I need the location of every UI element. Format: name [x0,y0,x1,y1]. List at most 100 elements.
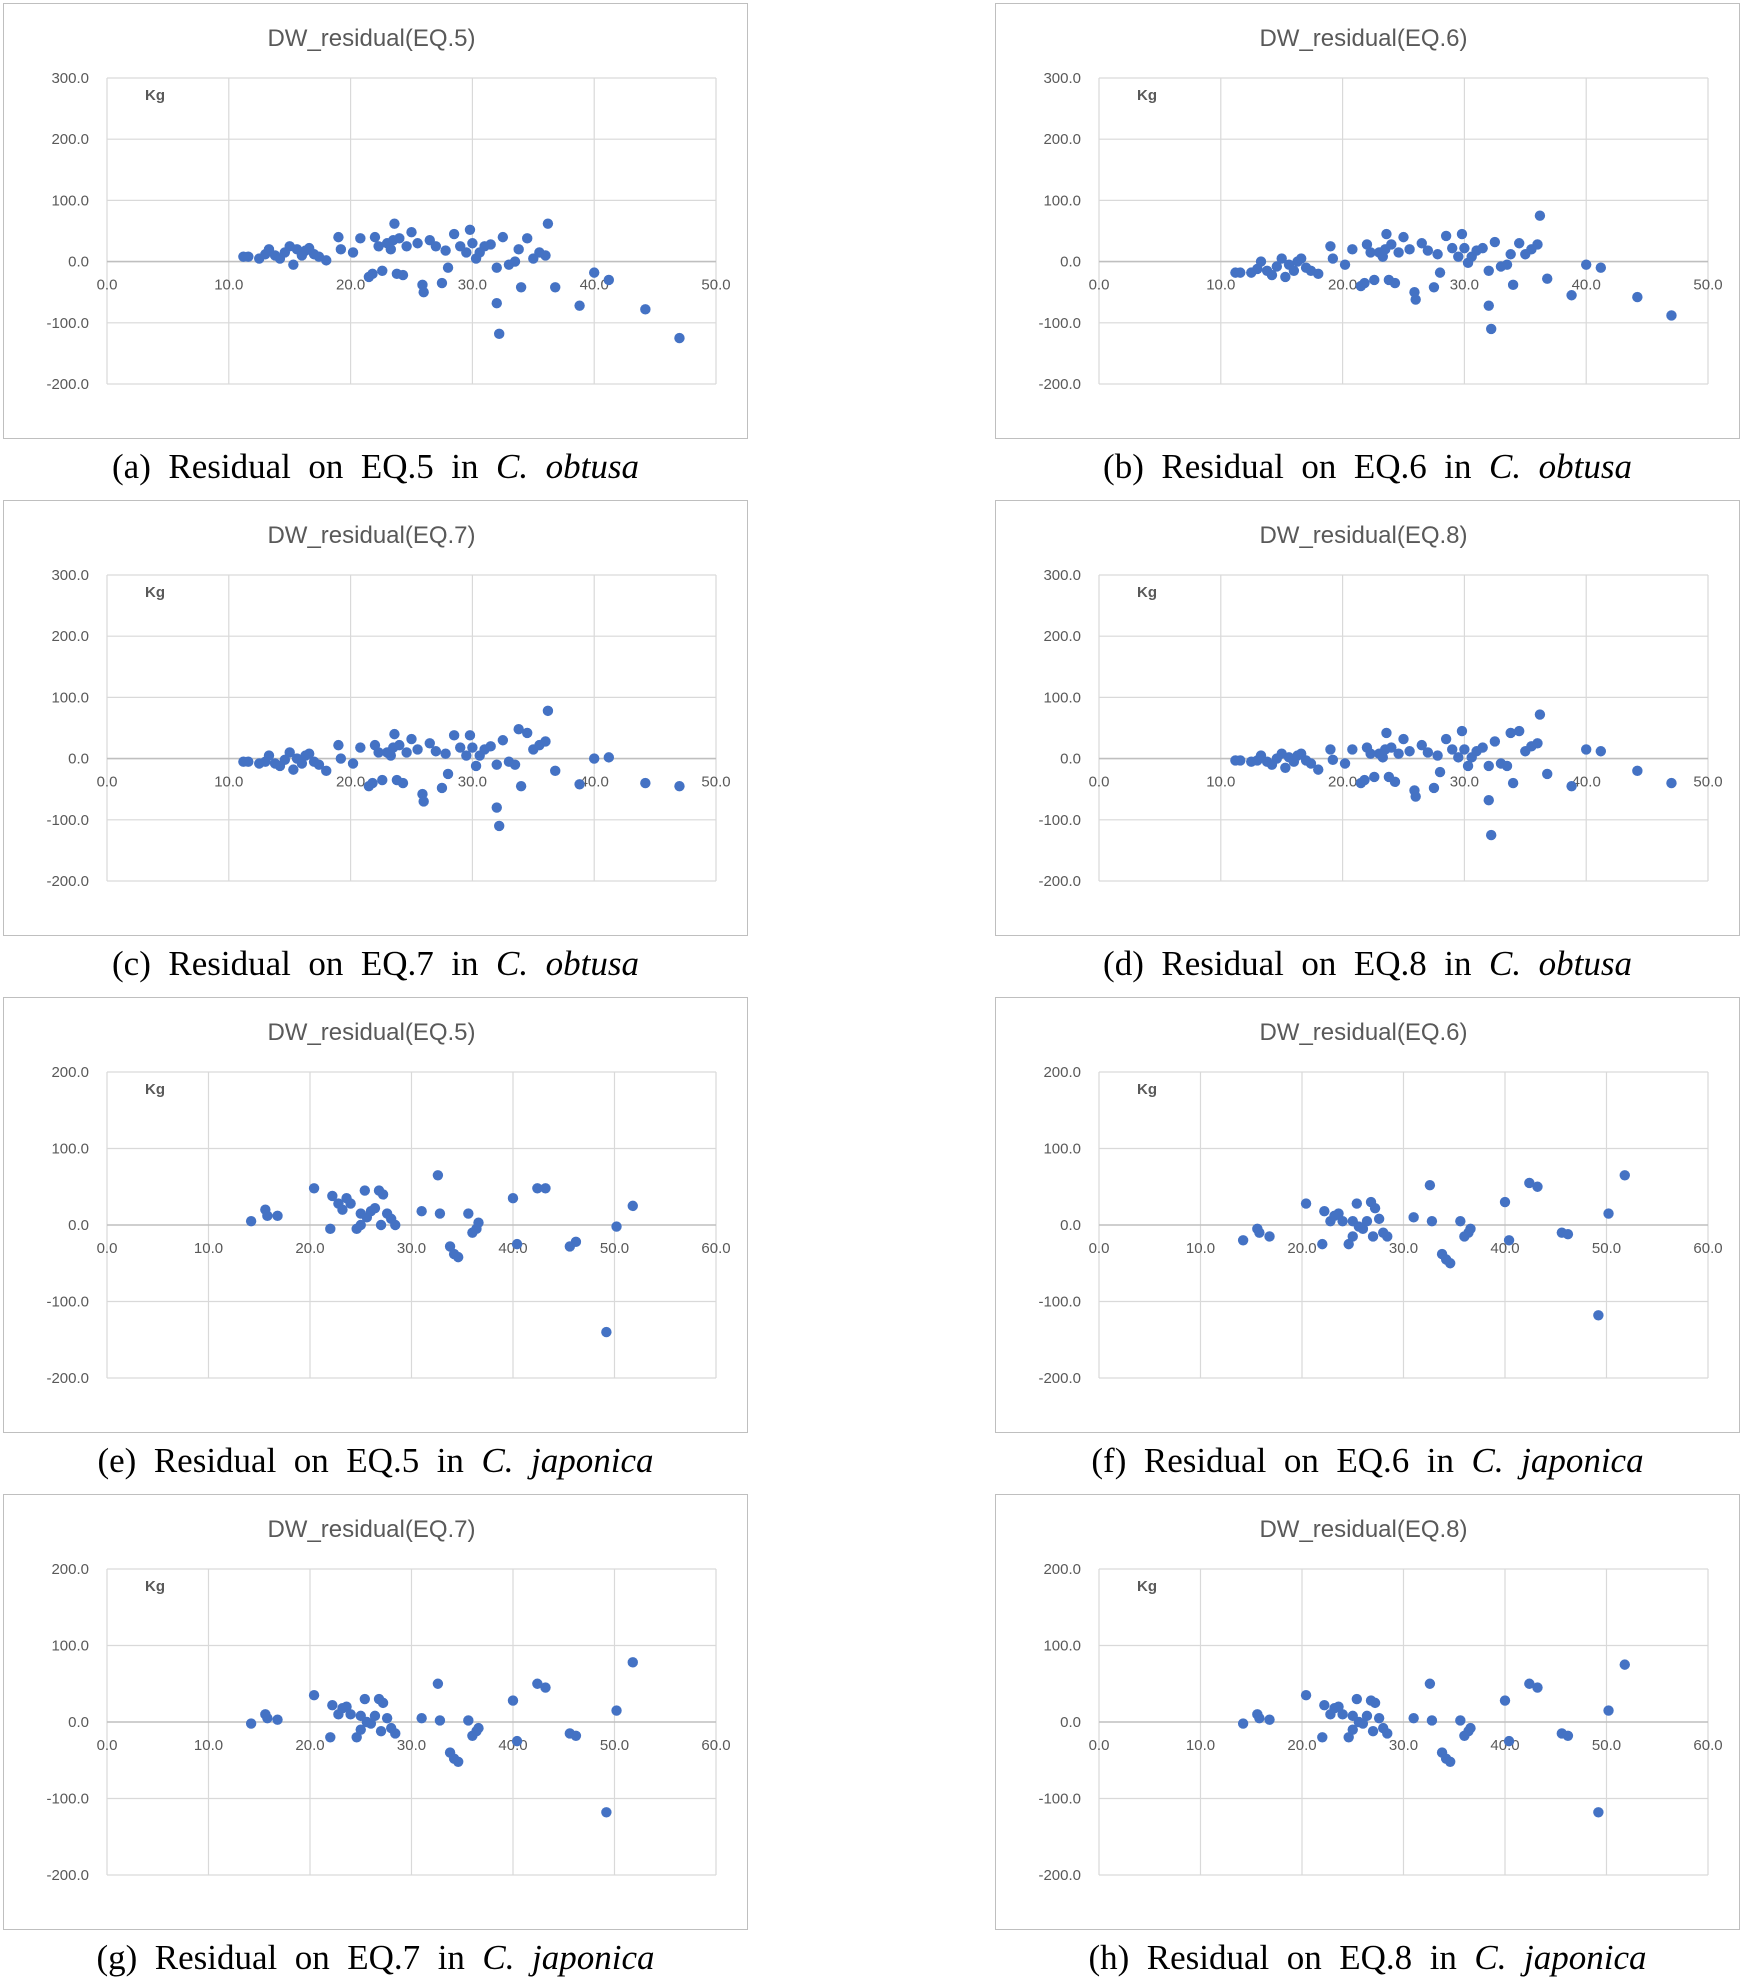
y-tick-label: 0.0 [1060,1714,1081,1731]
caption-genus: C. [1474,1938,1507,1977]
data-point [1432,750,1443,761]
data-point [1410,791,1421,802]
y-tick-label: 200.0 [1043,1561,1081,1578]
caption-label: (b) [1103,447,1144,486]
data-point [1343,1732,1354,1743]
data-point [272,1210,283,1222]
data-point [1514,725,1525,737]
x-tick-label: 20.0 [295,1737,324,1754]
data-point [540,736,551,747]
data-point [436,277,448,289]
data-point [1581,744,1592,755]
data-point [511,1735,523,1747]
data-point [603,274,615,286]
data-point [1339,758,1351,769]
y-tick-label: 300.0 [1043,567,1081,584]
caption-genus: C. [496,447,529,486]
data-point [1398,733,1409,745]
y-tick-label: -100.0 [1038,315,1081,332]
y-tick-label: -100.0 [46,812,89,829]
data-point [1422,245,1434,256]
y-tick-label: 200.0 [51,1064,89,1081]
data-point [640,304,651,315]
y-tick-label: 100.0 [51,689,89,706]
data-point [1381,727,1392,739]
data-point [1337,1709,1348,1720]
data-point [1483,795,1494,806]
data-point [365,1718,377,1729]
data-point [1534,709,1546,720]
data-point [1347,1724,1358,1735]
x-tick-label: 30.0 [1450,277,1479,294]
data-point [1499,1695,1511,1706]
data-point [390,1219,401,1231]
data-point [390,1728,401,1739]
caption-word2: on [294,1938,330,1977]
data-point [1489,736,1501,747]
data-point [1432,249,1443,260]
figure-caption: (e) Residual on EQ.5 in C. japonica [3,1441,748,1481]
data-point [288,764,299,775]
x-tick-label: 40.0 [1572,277,1601,294]
x-tick-label: 60.0 [1693,1240,1722,1257]
data-point [1514,238,1525,249]
data-point [381,1712,393,1724]
data-point [1524,1678,1535,1689]
data-point [1317,1238,1328,1250]
data-point [418,796,429,807]
data-point [1426,1715,1438,1726]
data-point [1347,744,1358,755]
data-point [1666,777,1677,789]
data-point [1327,253,1339,264]
caption-word1: Residual [1146,1938,1270,1977]
data-point [245,1718,257,1729]
data-point [570,1236,582,1248]
data-point [1254,1712,1265,1724]
data-point [401,241,412,252]
data-point [1313,268,1324,280]
data-point [1325,241,1336,252]
data-point [1416,739,1427,751]
y-tick-label: 0.0 [1060,254,1081,271]
data-point [1367,1725,1379,1737]
figure-caption: (f) Residual on EQ.6 in C. japonica [995,1441,1740,1481]
caption-label: (h) [1088,1938,1130,1977]
data-point [325,1732,336,1743]
data-point [1566,780,1577,792]
y-tick-label: 200.0 [1043,628,1081,645]
data-point [430,746,442,757]
caption-word3: in [1444,447,1472,486]
data-point [1359,277,1370,289]
x-tick-label: 10.0 [1206,774,1235,791]
data-point [279,754,291,766]
x-tick-label: 10.0 [1186,1240,1215,1257]
caption-word2: on [1301,944,1337,983]
data-point [1361,239,1373,250]
data-point [540,1183,551,1194]
data-point [550,282,561,293]
data-point [461,750,472,761]
data-point [1483,265,1494,276]
caption-species: japonica [1521,1441,1644,1480]
data-point [1305,758,1317,769]
data-point [367,268,378,280]
y-tick-label: 200.0 [1043,131,1081,148]
data-point [464,224,476,235]
y-tick-label: 100.0 [1043,1638,1081,1655]
data-point [1424,1678,1436,1689]
y-tick-label: -200.0 [1038,1370,1081,1387]
caption-word1: Residual [168,447,291,486]
caption-genus: C. [1488,944,1522,983]
caption-species: japonica [1524,1938,1647,1977]
caption-word2: on [308,944,344,983]
scatter-chart: DW_residual(EQ.6) 300.0 200.0 100.0 0.0 -100.… [1038,25,1722,393]
data-point [296,758,308,769]
data-point [325,1223,336,1235]
data-point [1369,274,1380,286]
data-point [522,727,533,739]
data-point [1288,265,1300,276]
x-tick-label: 0.0 [1089,1240,1110,1257]
data-point [570,1730,582,1741]
y-tick-label: -200.0 [46,1867,89,1884]
caption-word3: in [436,1441,464,1480]
